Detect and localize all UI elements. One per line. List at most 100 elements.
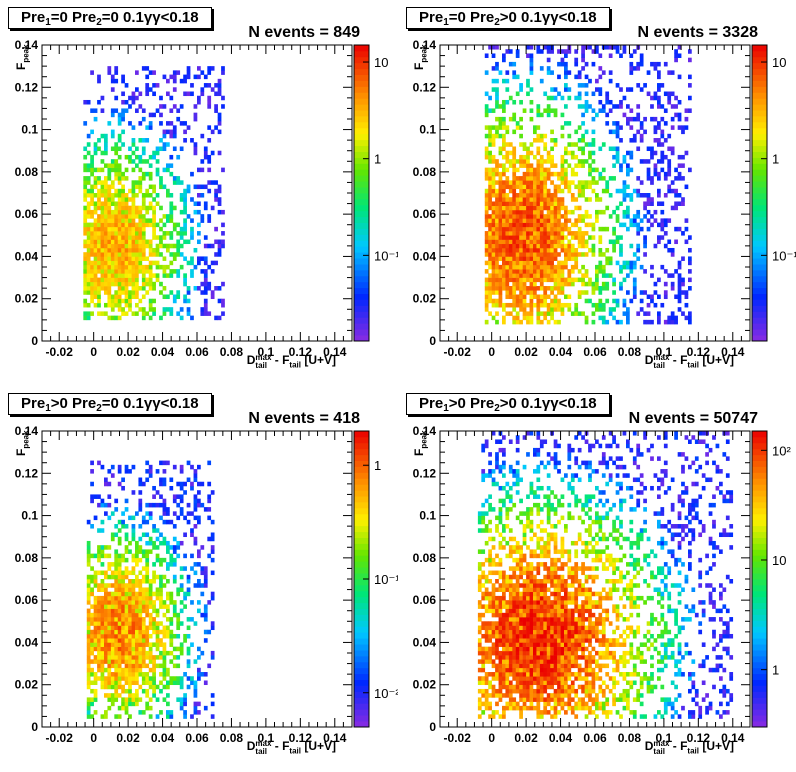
heatmap-cell bbox=[484, 579, 489, 584]
heatmap-cell bbox=[650, 95, 654, 101]
heatmap-cell bbox=[505, 302, 510, 308]
heatmap-cell bbox=[138, 256, 143, 261]
heatmap-cell bbox=[505, 659, 510, 664]
heatmap-cell bbox=[100, 667, 105, 673]
heatmap-cell bbox=[86, 256, 91, 261]
heatmap-cell bbox=[632, 49, 637, 54]
heatmap-cell bbox=[688, 269, 692, 274]
heatmap-cell bbox=[543, 243, 548, 249]
heatmap-cell bbox=[104, 659, 108, 664]
heatmap-cell bbox=[539, 294, 544, 300]
heatmap-cell bbox=[498, 286, 503, 291]
heatmap-cell bbox=[643, 311, 647, 316]
heatmap-cell bbox=[93, 176, 98, 181]
heatmap-cell bbox=[498, 633, 503, 639]
heatmap-cell bbox=[169, 243, 174, 249]
colorbar-step bbox=[354, 679, 369, 686]
heatmap-cell bbox=[169, 650, 174, 656]
heatmap-cell bbox=[533, 218, 537, 223]
heatmap-cell bbox=[110, 209, 115, 215]
heatmap-cell bbox=[601, 108, 606, 113]
heatmap-cell bbox=[626, 104, 630, 109]
heatmap-cell bbox=[148, 511, 153, 516]
heatmap-cell bbox=[488, 273, 492, 278]
heatmap-cell bbox=[663, 121, 668, 126]
heatmap-cell bbox=[100, 209, 105, 215]
heatmap-cell bbox=[522, 108, 527, 113]
heatmap-cell bbox=[121, 281, 125, 287]
heatmap-cell bbox=[135, 511, 139, 516]
heatmap-cell bbox=[135, 621, 139, 626]
heatmap-cell bbox=[508, 209, 513, 215]
heatmap-cell bbox=[90, 235, 94, 240]
heatmap-cell bbox=[491, 138, 496, 143]
heatmap-cell bbox=[484, 252, 489, 257]
heatmap-cell bbox=[505, 125, 510, 130]
heatmap-cell bbox=[533, 302, 537, 308]
colorbar-step bbox=[354, 442, 369, 450]
heatmap-cell bbox=[591, 61, 596, 67]
heatmap-cell bbox=[114, 574, 119, 580]
heatmap-cell bbox=[104, 269, 108, 274]
x-tick-label: -0.02 bbox=[46, 731, 74, 745]
heatmap-cell bbox=[90, 672, 94, 677]
heatmap-cell bbox=[155, 502, 160, 508]
plot-svg: -0.02 0 0.02 0.04 0.06 0.08 0.1 0.12 0.1400.020.… bbox=[15, 38, 398, 359]
heatmap-cell bbox=[522, 307, 527, 312]
heatmap-cell bbox=[653, 129, 658, 135]
heatmap-cell bbox=[203, 83, 208, 88]
heatmap-cell bbox=[488, 562, 492, 567]
heatmap-cell bbox=[567, 142, 572, 147]
heatmap-cell bbox=[148, 298, 153, 304]
heatmap-cell bbox=[546, 104, 551, 109]
heatmap-cell bbox=[114, 638, 119, 643]
heatmap-cell bbox=[104, 655, 108, 660]
heatmap-cell bbox=[121, 142, 125, 147]
heatmap-cell bbox=[110, 281, 115, 287]
heatmap-cell bbox=[183, 281, 187, 287]
heatmap-cell bbox=[121, 307, 125, 312]
heatmap-cell bbox=[135, 659, 139, 664]
heatmap-cell bbox=[221, 231, 225, 236]
heatmap-cell bbox=[495, 180, 499, 185]
heatmap-cell bbox=[135, 650, 139, 656]
heatmap-cell bbox=[190, 197, 194, 202]
heatmap-cell bbox=[502, 693, 506, 698]
heatmap-cell bbox=[502, 612, 506, 618]
heatmap-cell bbox=[107, 663, 112, 669]
heatmap-cell bbox=[550, 226, 554, 232]
heatmap-cell bbox=[200, 269, 205, 274]
heatmap-cell bbox=[498, 209, 503, 215]
heatmap-cell bbox=[595, 87, 599, 92]
heatmap-cell bbox=[653, 167, 658, 173]
heatmap-cell bbox=[629, 108, 634, 113]
heatmap-cell bbox=[186, 477, 191, 483]
colorbar-tick-label: 10 bbox=[374, 55, 388, 70]
heatmap-cell bbox=[107, 222, 112, 228]
heatmap-cell bbox=[141, 625, 146, 631]
heatmap-cell bbox=[117, 684, 122, 690]
heatmap-cell bbox=[93, 205, 98, 211]
heatmap-cell bbox=[502, 633, 506, 639]
heatmap-cell bbox=[138, 650, 143, 656]
heatmap-cell bbox=[539, 311, 544, 316]
heatmap-cell bbox=[138, 710, 143, 715]
heatmap-cell bbox=[522, 226, 527, 232]
heatmap-cell bbox=[166, 667, 170, 673]
heatmap-cell bbox=[97, 604, 101, 609]
heatmap-cell bbox=[121, 205, 125, 211]
heatmap-cell bbox=[670, 104, 675, 109]
heatmap-cell bbox=[107, 595, 112, 601]
colorbar-step bbox=[354, 121, 369, 129]
heatmap-cell bbox=[491, 714, 496, 719]
heatmap-cell bbox=[148, 502, 153, 508]
heatmap-cell bbox=[135, 247, 139, 253]
heatmap-cell bbox=[183, 188, 187, 194]
heatmap-cell bbox=[670, 91, 675, 97]
heatmap-cell bbox=[100, 180, 105, 185]
heatmap-cell bbox=[564, 184, 568, 190]
heatmap-cell bbox=[491, 269, 496, 274]
heatmap-cell bbox=[86, 290, 91, 295]
heatmap-cell bbox=[107, 591, 112, 597]
heatmap-cell bbox=[515, 184, 520, 190]
